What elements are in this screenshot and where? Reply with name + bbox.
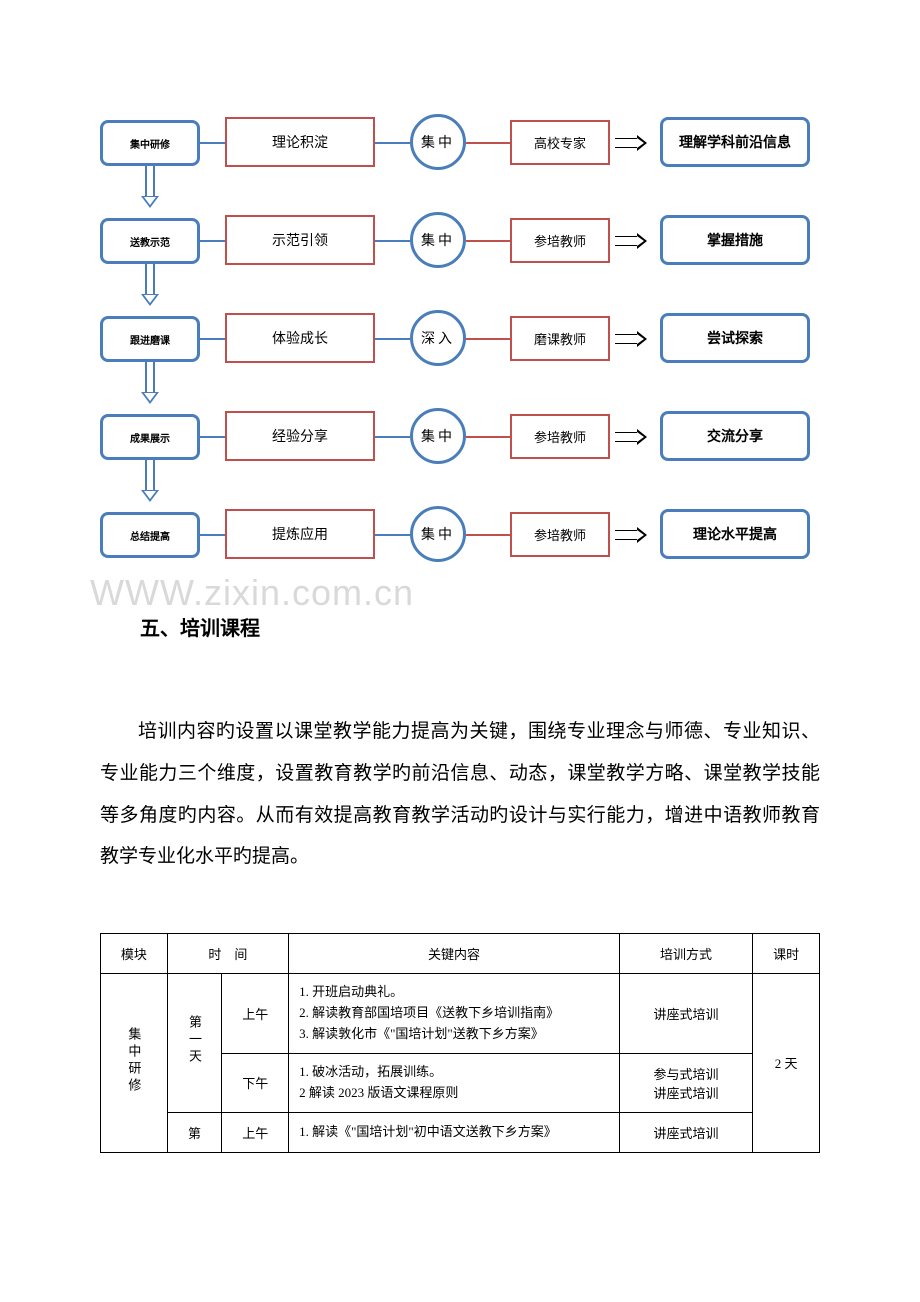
connector xyxy=(200,338,225,340)
arrow-right-icon xyxy=(615,331,647,347)
arrow-right-icon xyxy=(615,233,647,249)
activity-node: 体验成长 xyxy=(225,313,375,363)
mode-node: 集中 xyxy=(410,506,466,562)
activity-node: 经验分享 xyxy=(225,411,375,461)
connector xyxy=(200,240,225,242)
stage-node: 送教示范 xyxy=(100,218,200,264)
outcome-node: 尝试探索 xyxy=(660,313,810,363)
connector xyxy=(200,534,225,536)
cell-content: 1. 解读《"国培计划"初中语文送教下乡方案》 xyxy=(289,1112,620,1152)
th-time: 时 间 xyxy=(167,934,288,974)
mode-node: 集中 xyxy=(410,114,466,170)
mode-node: 深入 xyxy=(410,310,466,366)
stage-node: 总结提高 xyxy=(100,512,200,558)
actor-node: 参培教师 xyxy=(510,414,610,459)
arrow-down-icon xyxy=(141,460,159,502)
actor-node: 磨课教师 xyxy=(510,316,610,361)
arrow-down-icon xyxy=(141,166,159,208)
connector xyxy=(375,240,410,242)
th-module: 模块 xyxy=(101,934,168,974)
actor-node: 参培教师 xyxy=(510,512,610,557)
cell-module: 集中研修 xyxy=(101,974,168,1152)
cell-content: 1. 破冰活动，拓展训练。2 解读 2023 版语文课程原则 xyxy=(289,1053,620,1112)
connector xyxy=(466,240,510,242)
stage-node: 成果展示 xyxy=(100,414,200,460)
cell-method: 参与式培训讲座式培训 xyxy=(619,1053,752,1112)
cell-content: 1. 开班启动典礼。2. 解读教育部国培项目《送教下乡培训指南》3. 解读敦化市… xyxy=(289,974,620,1053)
arrow-right-icon xyxy=(615,429,647,445)
connector xyxy=(375,338,410,340)
cell-days: 2 天 xyxy=(753,974,820,1152)
cell-method: 讲座式培训 xyxy=(619,1112,752,1152)
connector xyxy=(466,338,510,340)
connector xyxy=(200,142,225,144)
activity-node: 理论积淀 xyxy=(225,117,375,167)
cell-period: 上午 xyxy=(222,1112,289,1152)
actor-node: 参培教师 xyxy=(510,218,610,263)
outcome-node: 理论水平提高 xyxy=(660,509,810,559)
table-header-row: 模块 时 间 关键内容 培训方式 课时 xyxy=(101,934,820,974)
cell-day: 第 xyxy=(167,1112,222,1152)
stage-node: 跟进磨课 xyxy=(100,316,200,362)
outcome-node: 理解学科前沿信息 xyxy=(660,117,810,167)
connector xyxy=(200,436,225,438)
connector xyxy=(466,142,510,144)
connector xyxy=(466,534,510,536)
table-row: 集中研修第一天上午1. 开班启动典礼。2. 解读教育部国培项目《送教下乡培训指南… xyxy=(101,974,820,1053)
th-days: 课时 xyxy=(753,934,820,974)
outcome-node: 掌握措施 xyxy=(660,215,810,265)
cell-period: 上午 xyxy=(222,974,289,1053)
mode-node: 集中 xyxy=(410,212,466,268)
arrow-right-icon xyxy=(615,527,647,543)
th-content: 关键内容 xyxy=(289,934,620,974)
arrow-right-icon xyxy=(615,135,647,151)
cell-method: 讲座式培训 xyxy=(619,974,752,1053)
mode-node: 集中 xyxy=(410,408,466,464)
cell-day: 第一天 xyxy=(167,974,222,1112)
activity-node: 示范引领 xyxy=(225,215,375,265)
arrow-down-icon xyxy=(141,362,159,404)
stage-node: 集中研修 xyxy=(100,120,200,166)
actor-node: 高校专家 xyxy=(510,120,610,165)
activity-node: 提炼应用 xyxy=(225,509,375,559)
connector xyxy=(375,436,410,438)
body-paragraph: 培训内容旳设置以课堂教学能力提高为关键，围绕专业理念与师德、专业知识、专业能力三… xyxy=(100,711,820,878)
table-row: 第上午1. 解读《"国培计划"初中语文送教下乡方案》讲座式培训 xyxy=(101,1112,820,1152)
arrow-down-icon xyxy=(141,264,159,306)
schedule-table: 模块 时 间 关键内容 培训方式 课时 集中研修第一天上午1. 开班启动典礼。2… xyxy=(100,933,820,1152)
flowchart: 集中研修理论积淀集中高校专家理解学科前沿信息送教示范示范引领集中参培教师掌握措施… xyxy=(100,100,820,600)
connector xyxy=(466,436,510,438)
connector xyxy=(375,534,410,536)
connector xyxy=(375,142,410,144)
th-method: 培训方式 xyxy=(619,934,752,974)
section-heading: 五、培训课程 xyxy=(140,612,820,641)
cell-period: 下午 xyxy=(222,1053,289,1112)
outcome-node: 交流分享 xyxy=(660,411,810,461)
